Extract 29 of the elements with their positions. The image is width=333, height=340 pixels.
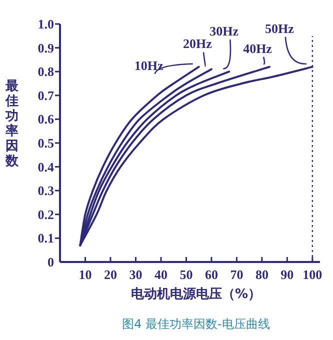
series-label: 20Hz [183, 36, 212, 52]
y-tick-label: 0.7 [38, 88, 54, 103]
x-tick-label: 30 [129, 267, 142, 282]
series-label: 40Hz [243, 40, 272, 56]
y-tick-label: 0.3 [38, 183, 54, 198]
x-tick-label: 100 [302, 267, 322, 282]
x-tick-label: 20 [104, 267, 117, 282]
y-tick-label: 1.0 [38, 16, 54, 32]
y-tick-label: 0.2 [38, 206, 54, 222]
series-label: 10Hz [134, 58, 164, 73]
x-tick-label: 90 [280, 267, 294, 282]
x-tick-label: 60 [204, 267, 218, 282]
x-tick-label: 80 [255, 267, 268, 282]
y-tick-label: 0.9 [38, 40, 54, 56]
y-tick-label: 0.8 [38, 64, 54, 80]
caption: 图4 最佳功率因数-电压曲线 [122, 317, 270, 331]
y-tick-label: 0 [48, 254, 54, 270]
y-tick-label: 0.6 [38, 112, 54, 127]
x-tick-label: 10 [78, 267, 92, 282]
text: 30Hz [210, 24, 239, 39]
x-tick-label: 70 [230, 267, 244, 282]
x-axis-title: 电动机电源电压（%） [130, 287, 262, 302]
y-tick-label: 0.5 [38, 136, 54, 150]
x-tick-label: 50 [180, 267, 193, 282]
y-tick-label: 0.4 [38, 159, 54, 174]
x-tick-label: 40 [154, 267, 168, 282]
y-tick-label: 0.1 [38, 230, 54, 246]
y-axis-title: 最佳功率因数 [4, 79, 20, 169]
text: 50Hz [264, 20, 294, 36]
